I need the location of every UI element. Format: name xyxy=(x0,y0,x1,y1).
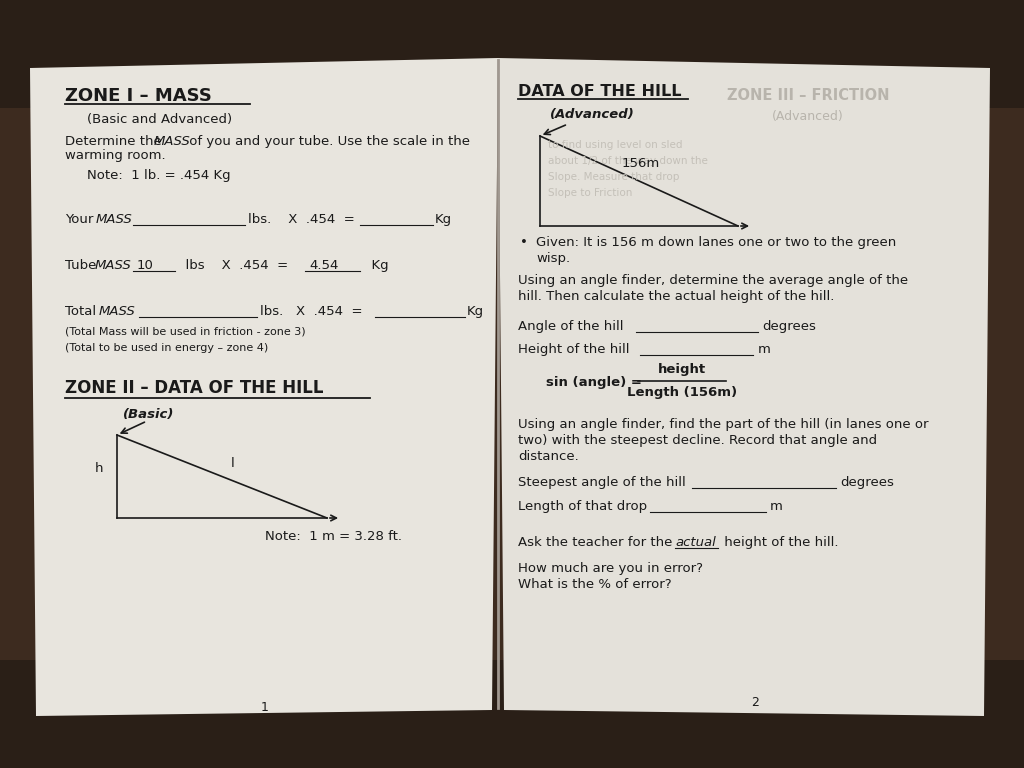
Text: Using an angle finder, find the part of the hill (in lanes one or: Using an angle finder, find the part of … xyxy=(518,418,929,431)
Text: hill. Then calculate the actual height of the hill.: hill. Then calculate the actual height o… xyxy=(518,290,835,303)
Text: ZONE I – MASS: ZONE I – MASS xyxy=(65,87,212,105)
Text: m: m xyxy=(758,343,771,356)
Text: Given: It is 156 m down lanes one or two to the green: Given: It is 156 m down lanes one or two… xyxy=(536,236,896,249)
Bar xyxy=(0,660,1024,768)
Text: (Advanced): (Advanced) xyxy=(772,110,844,123)
Text: Note:  1 m = 3.28 ft.: Note: 1 m = 3.28 ft. xyxy=(265,530,402,543)
Text: l: l xyxy=(231,457,234,470)
Text: MASS: MASS xyxy=(95,259,132,272)
Text: MASS: MASS xyxy=(154,135,190,148)
Text: h: h xyxy=(94,462,103,475)
Text: to find using level on sled: to find using level on sled xyxy=(548,140,683,150)
Text: Kg: Kg xyxy=(362,259,389,272)
Text: distance.: distance. xyxy=(518,450,579,463)
Text: two) with the steepest decline. Record that angle and: two) with the steepest decline. Record t… xyxy=(518,434,878,447)
Text: Kg: Kg xyxy=(467,305,484,318)
Text: Length of that drop: Length of that drop xyxy=(518,500,647,513)
Text: lbs    X  .454  =: lbs X .454 = xyxy=(177,259,293,272)
Text: What is the % of error?: What is the % of error? xyxy=(518,578,672,591)
Text: 1: 1 xyxy=(261,701,269,714)
Text: 156m: 156m xyxy=(622,157,660,170)
Polygon shape xyxy=(498,58,990,716)
Text: (Basic and Advanced): (Basic and Advanced) xyxy=(87,113,232,126)
Text: 2: 2 xyxy=(751,696,759,709)
Text: Steepest angle of the hill: Steepest angle of the hill xyxy=(518,476,686,489)
Text: sin (angle) =: sin (angle) = xyxy=(546,376,642,389)
Text: (Advanced): (Advanced) xyxy=(550,108,635,121)
Text: 10: 10 xyxy=(137,259,154,272)
Text: Angle of the hill: Angle of the hill xyxy=(518,320,624,333)
Text: Using an angle finder, determine the average angle of the: Using an angle finder, determine the ave… xyxy=(518,274,908,287)
Text: Slope. Measure that drop: Slope. Measure that drop xyxy=(548,172,679,182)
Text: Your: Your xyxy=(65,213,97,226)
Text: lbs.    X  .454  =: lbs. X .454 = xyxy=(248,213,354,226)
Text: Slope to Friction: Slope to Friction xyxy=(548,188,633,198)
Text: of you and your tube. Use the scale in the: of you and your tube. Use the scale in t… xyxy=(185,135,470,148)
Text: (Total to be used in energy – zone 4): (Total to be used in energy – zone 4) xyxy=(65,343,268,353)
Text: Total: Total xyxy=(65,305,100,318)
Text: lbs.   X  .454  =: lbs. X .454 = xyxy=(260,305,362,318)
Text: degrees: degrees xyxy=(762,320,816,333)
Text: Determine the: Determine the xyxy=(65,135,166,148)
Text: Ask the teacher for the: Ask the teacher for the xyxy=(518,536,677,549)
Text: warming room.: warming room. xyxy=(65,149,166,162)
Text: actual: actual xyxy=(675,536,716,549)
Text: Kg: Kg xyxy=(435,213,453,226)
Text: Tube: Tube xyxy=(65,259,100,272)
Text: DATA OF THE HILL: DATA OF THE HILL xyxy=(518,84,682,99)
Text: Height of the hill: Height of the hill xyxy=(518,343,630,356)
Text: ZONE II – DATA OF THE HILL: ZONE II – DATA OF THE HILL xyxy=(65,379,324,397)
Text: m: m xyxy=(770,500,783,513)
Text: 4.54: 4.54 xyxy=(309,259,338,272)
Text: How much are you in error?: How much are you in error? xyxy=(518,562,703,575)
Text: •: • xyxy=(520,236,528,249)
Text: wisp.: wisp. xyxy=(536,252,570,265)
Bar xyxy=(0,108,1024,660)
Text: MASS: MASS xyxy=(96,213,133,226)
Text: MASS: MASS xyxy=(99,305,136,318)
Text: height of the hill.: height of the hill. xyxy=(720,536,839,549)
Text: about 1/2 of the way down the: about 1/2 of the way down the xyxy=(548,156,708,166)
Text: degrees: degrees xyxy=(840,476,894,489)
Polygon shape xyxy=(30,58,498,716)
Bar xyxy=(0,0,1024,108)
Text: Note:  1 lb. = .454 Kg: Note: 1 lb. = .454 Kg xyxy=(87,169,230,182)
Text: Length (156m): Length (156m) xyxy=(627,386,737,399)
Text: (Basic): (Basic) xyxy=(123,408,174,421)
Text: ZONE III – FRICTION: ZONE III – FRICTION xyxy=(727,88,889,103)
Text: (Total Mass will be used in friction - zone 3): (Total Mass will be used in friction - z… xyxy=(65,327,305,337)
Text: height: height xyxy=(658,363,707,376)
